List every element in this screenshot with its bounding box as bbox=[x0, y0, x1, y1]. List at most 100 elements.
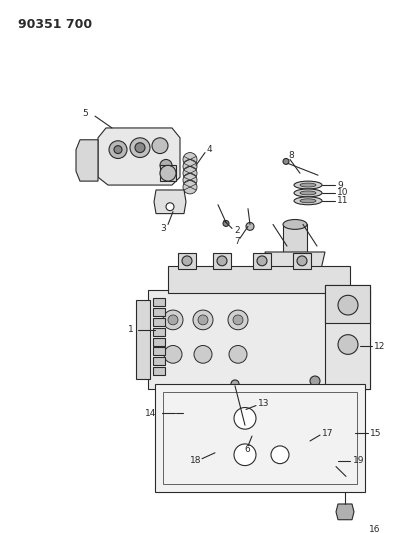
Circle shape bbox=[297, 256, 307, 266]
Text: 9: 9 bbox=[337, 181, 343, 190]
Text: 15: 15 bbox=[370, 429, 382, 438]
Circle shape bbox=[257, 256, 267, 266]
Bar bbox=[325, 286, 370, 389]
Ellipse shape bbox=[194, 345, 212, 363]
Text: 8: 8 bbox=[288, 151, 294, 160]
Circle shape bbox=[338, 295, 358, 315]
Circle shape bbox=[234, 408, 256, 429]
Circle shape bbox=[183, 152, 197, 166]
Circle shape bbox=[223, 392, 233, 401]
Bar bbox=[188, 389, 218, 407]
Circle shape bbox=[166, 203, 174, 211]
Bar bbox=[153, 308, 165, 316]
Bar bbox=[160, 165, 176, 181]
Ellipse shape bbox=[300, 183, 316, 187]
Polygon shape bbox=[265, 252, 325, 273]
Bar bbox=[283, 224, 307, 262]
Text: 12: 12 bbox=[374, 342, 385, 351]
Ellipse shape bbox=[294, 189, 322, 197]
Circle shape bbox=[183, 159, 197, 173]
Polygon shape bbox=[154, 190, 186, 214]
Ellipse shape bbox=[294, 181, 322, 189]
Text: 18: 18 bbox=[190, 456, 202, 465]
Bar bbox=[178, 253, 196, 269]
Circle shape bbox=[135, 143, 145, 152]
Polygon shape bbox=[76, 140, 98, 181]
Bar bbox=[213, 253, 231, 269]
Text: 13: 13 bbox=[258, 399, 270, 408]
Bar bbox=[153, 298, 165, 306]
Ellipse shape bbox=[294, 197, 322, 205]
Text: 90351 700: 90351 700 bbox=[18, 18, 92, 31]
Polygon shape bbox=[208, 430, 263, 465]
Bar bbox=[153, 328, 165, 336]
Ellipse shape bbox=[168, 315, 178, 325]
Bar bbox=[325, 286, 370, 323]
Circle shape bbox=[243, 428, 253, 438]
Ellipse shape bbox=[198, 315, 208, 325]
Bar bbox=[168, 266, 350, 293]
Text: 19: 19 bbox=[353, 456, 364, 465]
Circle shape bbox=[326, 451, 334, 459]
Text: 16: 16 bbox=[369, 525, 380, 533]
Circle shape bbox=[228, 442, 244, 458]
Ellipse shape bbox=[283, 257, 307, 266]
Circle shape bbox=[246, 222, 254, 230]
Bar bbox=[282, 438, 292, 448]
Ellipse shape bbox=[164, 345, 182, 363]
Circle shape bbox=[232, 446, 240, 454]
Bar bbox=[163, 392, 357, 484]
Circle shape bbox=[183, 180, 197, 194]
Circle shape bbox=[130, 138, 150, 157]
Bar bbox=[136, 300, 150, 379]
Circle shape bbox=[310, 376, 320, 386]
Bar bbox=[293, 253, 311, 269]
Bar bbox=[153, 357, 165, 365]
Circle shape bbox=[109, 141, 127, 158]
Circle shape bbox=[183, 173, 197, 187]
Circle shape bbox=[217, 256, 227, 266]
Text: 6: 6 bbox=[244, 446, 250, 454]
Circle shape bbox=[182, 256, 192, 266]
Text: 17: 17 bbox=[322, 429, 334, 438]
Text: 2: 2 bbox=[234, 226, 240, 235]
Circle shape bbox=[114, 146, 122, 154]
Circle shape bbox=[160, 159, 172, 171]
Circle shape bbox=[338, 335, 358, 354]
Text: 11: 11 bbox=[337, 196, 349, 205]
Text: 1: 1 bbox=[128, 325, 134, 334]
Bar bbox=[155, 384, 365, 492]
Bar bbox=[238, 389, 263, 402]
Bar bbox=[148, 290, 370, 389]
Ellipse shape bbox=[228, 310, 248, 330]
Bar bbox=[253, 253, 271, 269]
Ellipse shape bbox=[233, 315, 243, 325]
Circle shape bbox=[231, 380, 239, 388]
Ellipse shape bbox=[283, 220, 307, 229]
Bar bbox=[153, 337, 165, 345]
Bar bbox=[153, 367, 165, 375]
Circle shape bbox=[271, 446, 289, 464]
Ellipse shape bbox=[193, 310, 213, 330]
Text: 7: 7 bbox=[234, 237, 240, 246]
Bar bbox=[290, 437, 332, 449]
Circle shape bbox=[234, 444, 256, 466]
Polygon shape bbox=[98, 128, 180, 185]
Circle shape bbox=[152, 138, 168, 154]
Ellipse shape bbox=[229, 345, 247, 363]
Circle shape bbox=[321, 446, 339, 464]
Circle shape bbox=[283, 158, 289, 164]
Text: 4: 4 bbox=[207, 145, 213, 154]
Bar bbox=[153, 318, 165, 326]
Text: 14: 14 bbox=[145, 409, 156, 418]
Circle shape bbox=[183, 408, 193, 418]
Text: 3: 3 bbox=[160, 224, 166, 233]
Ellipse shape bbox=[300, 199, 316, 203]
Polygon shape bbox=[336, 504, 354, 520]
Bar bbox=[153, 348, 165, 356]
Ellipse shape bbox=[163, 310, 183, 330]
Circle shape bbox=[223, 221, 229, 227]
Ellipse shape bbox=[300, 191, 316, 195]
Text: 10: 10 bbox=[337, 189, 349, 197]
Text: 5: 5 bbox=[82, 109, 88, 118]
